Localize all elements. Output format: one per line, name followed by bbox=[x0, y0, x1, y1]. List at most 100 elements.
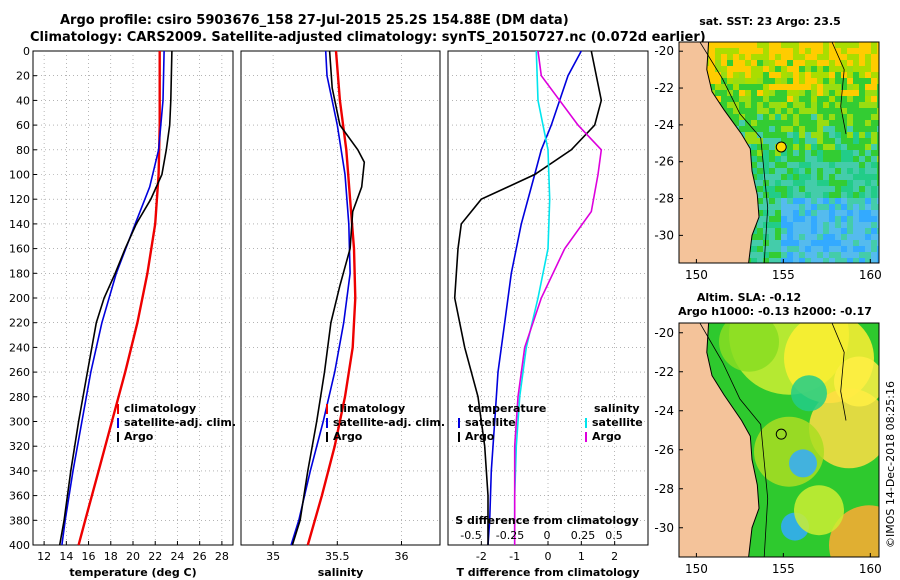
sst-cell bbox=[835, 228, 841, 234]
sst-cell bbox=[805, 246, 811, 252]
sst-cell bbox=[835, 240, 841, 246]
sst-cell bbox=[817, 192, 823, 198]
x-axis-label: salinity bbox=[318, 566, 364, 579]
sst-cell bbox=[715, 54, 721, 60]
sst-cell bbox=[841, 174, 847, 180]
sst-cell bbox=[769, 216, 775, 222]
sst-cell bbox=[829, 78, 835, 84]
sst-cell bbox=[775, 132, 781, 138]
sst-cell bbox=[853, 192, 859, 198]
sst-cell bbox=[787, 162, 793, 168]
sst-cell bbox=[763, 222, 769, 228]
sst-cell bbox=[859, 150, 865, 156]
sst-cell bbox=[847, 252, 853, 258]
series-line-climatology bbox=[77, 51, 161, 546]
sst-cell bbox=[763, 258, 769, 263]
sst-cell bbox=[853, 180, 859, 186]
sst-cell bbox=[775, 138, 781, 144]
sst-cell bbox=[865, 258, 871, 263]
sst-cell bbox=[841, 48, 847, 54]
sst-cell bbox=[733, 66, 739, 72]
sst-cell bbox=[751, 42, 757, 48]
sst-cell bbox=[793, 258, 799, 263]
sst-cell bbox=[835, 210, 841, 216]
sst-cell bbox=[847, 168, 853, 174]
sst-cell bbox=[799, 204, 805, 210]
sst-cell bbox=[763, 108, 769, 114]
x-tick-label: 0 bbox=[545, 550, 552, 563]
sst-cell bbox=[871, 108, 877, 114]
sst-cell bbox=[793, 48, 799, 54]
sst-cell bbox=[811, 162, 817, 168]
x-axis-label: temperature (deg C) bbox=[69, 566, 196, 579]
sst-cell bbox=[727, 66, 733, 72]
sst-cell bbox=[841, 156, 847, 162]
sst-cell bbox=[871, 120, 877, 126]
profile-panel-2 bbox=[240, 50, 441, 546]
sst-cell bbox=[865, 90, 871, 96]
sst-cell bbox=[811, 192, 817, 198]
sst-cell bbox=[775, 156, 781, 162]
sst-cell bbox=[727, 114, 733, 120]
sst-cell bbox=[829, 168, 835, 174]
sst-cell bbox=[811, 114, 817, 120]
sst-cell bbox=[751, 258, 757, 263]
sst-cell bbox=[775, 246, 781, 252]
sst-cell bbox=[829, 96, 835, 102]
sst-cell bbox=[817, 234, 823, 240]
map-y-tick-label: -30 bbox=[654, 228, 674, 242]
sst-cell bbox=[829, 162, 835, 168]
sst-cell bbox=[871, 102, 877, 108]
sst-cell bbox=[781, 96, 787, 102]
sst-cell bbox=[775, 114, 781, 120]
sst-cell bbox=[865, 192, 871, 198]
sst-cell bbox=[787, 60, 793, 66]
sst-cell bbox=[775, 90, 781, 96]
sst-cell bbox=[805, 48, 811, 54]
sst-cell bbox=[859, 186, 865, 192]
sst-cell bbox=[823, 192, 829, 198]
sst-cell bbox=[865, 150, 871, 156]
sst-cell bbox=[877, 48, 879, 54]
sst-cell bbox=[805, 162, 811, 168]
sst-cell bbox=[829, 150, 835, 156]
sst-cell bbox=[853, 186, 859, 192]
sst-cell bbox=[763, 42, 769, 48]
sst-cell bbox=[769, 78, 775, 84]
sst-cell bbox=[757, 108, 763, 114]
sst-cell bbox=[823, 252, 829, 258]
y-tick-label: 100 bbox=[9, 169, 30, 182]
sst-cell bbox=[799, 174, 805, 180]
sst-cell bbox=[823, 84, 829, 90]
sst-cell bbox=[823, 60, 829, 66]
sst-cell bbox=[763, 66, 769, 72]
sst-cell bbox=[757, 246, 763, 252]
sst-cell bbox=[763, 162, 769, 168]
sst-cell bbox=[763, 210, 769, 216]
sst-cell bbox=[787, 72, 793, 78]
sst-cell bbox=[757, 210, 763, 216]
sst-cell bbox=[799, 60, 805, 66]
sst-cell bbox=[871, 222, 877, 228]
sst-cell bbox=[865, 84, 871, 90]
sst-cell bbox=[853, 114, 859, 120]
sst-cell bbox=[775, 174, 781, 180]
sst-cell bbox=[709, 66, 715, 72]
sst-cell bbox=[865, 210, 871, 216]
sst-cell bbox=[769, 186, 775, 192]
sst-cell bbox=[775, 126, 781, 132]
sst-cell bbox=[787, 228, 793, 234]
sst-cell bbox=[817, 240, 823, 246]
sst-cell bbox=[715, 90, 721, 96]
sst-cell bbox=[787, 78, 793, 84]
sst-cell bbox=[763, 78, 769, 84]
sst-cell bbox=[811, 66, 817, 72]
sst-cell bbox=[763, 216, 769, 222]
sst-cell bbox=[769, 102, 775, 108]
sst-cell bbox=[745, 84, 751, 90]
legend-label: satellite bbox=[465, 416, 516, 429]
sst-cell bbox=[793, 240, 799, 246]
sst-cell bbox=[877, 228, 879, 234]
sst-cell bbox=[805, 102, 811, 108]
sst-cell bbox=[859, 234, 865, 240]
